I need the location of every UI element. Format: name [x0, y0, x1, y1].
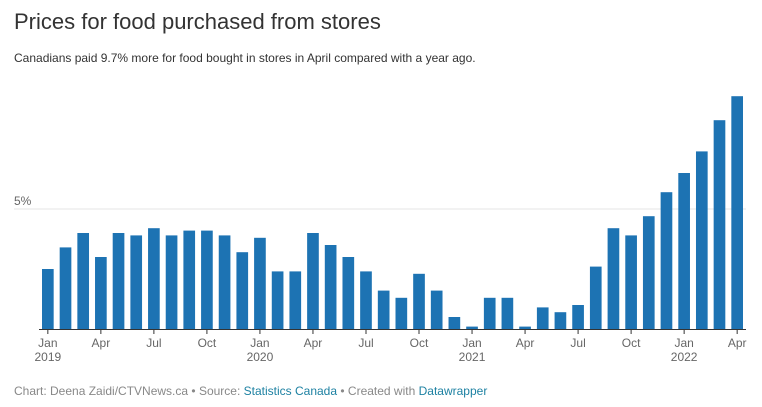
source-link[interactable]: Statistics Canada [243, 384, 338, 398]
bar [731, 96, 743, 329]
bar [642, 216, 655, 329]
x-tick-label-month: Apr [92, 336, 111, 350]
bar [695, 151, 708, 329]
bar [112, 233, 125, 329]
bar [254, 237, 266, 329]
y-tick-label: 5% [14, 194, 32, 208]
bar [201, 230, 213, 329]
bar [342, 257, 355, 329]
x-tick-label-month: Jan [674, 336, 693, 350]
x-tick-label-month: Oct [198, 336, 217, 350]
chart-subtitle: Canadians paid 9.7% more for food bought… [14, 51, 476, 65]
bar [395, 297, 408, 329]
bar [377, 290, 390, 329]
x-tick-label-month: Apr [304, 336, 323, 350]
x-tick-label-month: Jul [146, 336, 161, 350]
bar [289, 271, 302, 329]
bar [483, 297, 496, 329]
x-tick-label-year: 2021 [459, 350, 486, 364]
x-tick-label-month: Jul [570, 336, 585, 350]
bar [148, 228, 160, 329]
bar [678, 173, 690, 329]
x-tick-label-month: Jan [38, 336, 57, 350]
bar [519, 326, 531, 329]
x-tick-label-month: Apr [728, 336, 747, 350]
x-tick-label-month: Oct [622, 336, 641, 350]
bar [218, 235, 231, 329]
x-tick-label-month: Jan [250, 336, 269, 350]
bar [430, 290, 443, 329]
bar [625, 235, 637, 329]
bar [589, 266, 602, 329]
x-tick-label-month: Jan [462, 336, 481, 350]
x-tick-label-year: 2020 [247, 350, 274, 364]
x-tick-label-month: Jul [358, 336, 373, 350]
bar [554, 312, 567, 329]
x-tick-label-year: 2019 [34, 350, 61, 364]
bar [130, 235, 143, 329]
bar [95, 257, 107, 329]
bar [77, 233, 90, 329]
bar [413, 273, 425, 329]
footer-chart-prefix: Chart: [14, 384, 51, 398]
footer-source-prefix: • Source: [188, 384, 244, 398]
bar [307, 233, 319, 329]
bar [572, 305, 584, 329]
bar [165, 235, 178, 329]
bar [59, 247, 72, 329]
bar [42, 269, 54, 329]
bar [607, 228, 620, 329]
bar [501, 297, 514, 329]
bar [713, 120, 726, 329]
footer-chart-author: Deena Zaidi/CTVNews.ca [50, 384, 189, 398]
bar [271, 271, 284, 329]
bar [183, 230, 196, 329]
bar [236, 252, 249, 329]
bar [660, 192, 673, 329]
bar [536, 307, 549, 329]
x-tick-label-year: 2022 [671, 350, 698, 364]
bar [466, 326, 478, 329]
x-tick-label-month: Oct [410, 336, 429, 350]
bar [448, 317, 461, 329]
x-tick-label-month: Apr [516, 336, 535, 350]
datawrapper-link[interactable]: Datawrapper [418, 384, 488, 398]
chart-title: Prices for food purchased from stores [14, 9, 381, 34]
bar [360, 271, 372, 329]
footer-created-prefix: • Created with [337, 384, 419, 398]
chart-footer: Chart: Deena Zaidi/CTVNews.ca • Source: … [14, 384, 487, 398]
bar [324, 245, 337, 329]
